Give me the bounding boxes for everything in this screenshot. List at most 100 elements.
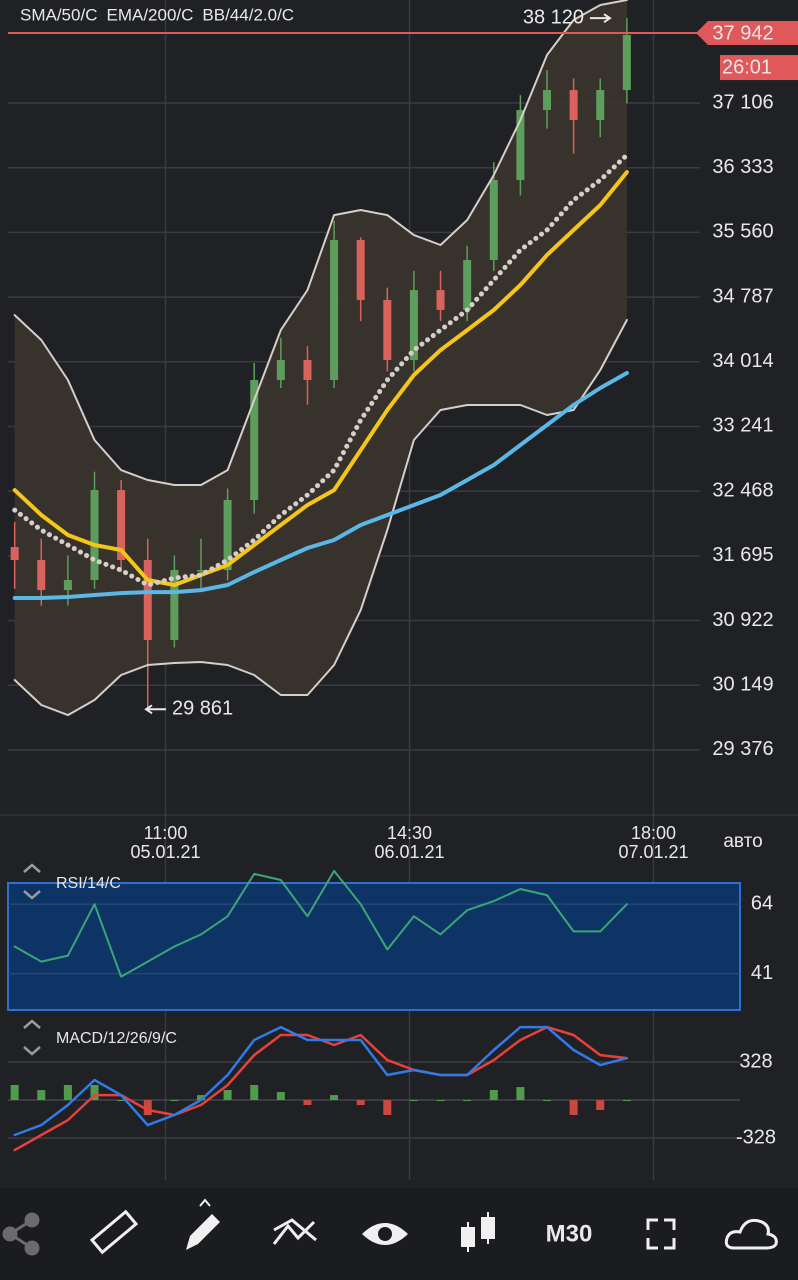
x-tick-label: 11:00 xyxy=(144,823,188,843)
candle-body xyxy=(489,180,498,261)
candle-body xyxy=(90,490,99,581)
histogram-bar xyxy=(569,1100,578,1115)
y-tick-label: 64 xyxy=(751,892,773,914)
histogram-bar xyxy=(516,1087,525,1101)
candle-body xyxy=(516,110,525,181)
panel-title: RSI/14/C xyxy=(56,875,121,892)
bb-upper xyxy=(13,0,628,486)
candle-body xyxy=(356,240,365,301)
legend-entry: SMA/50/C xyxy=(20,5,97,24)
histogram-bar xyxy=(409,1100,418,1102)
candle-body xyxy=(409,290,418,361)
candle-body xyxy=(250,380,259,501)
macd-line xyxy=(13,1025,629,1137)
x-tick-label: 07.01.21 xyxy=(618,842,688,862)
histogram-bar xyxy=(330,1095,339,1101)
high-label: 38 120 xyxy=(523,6,584,28)
last-price-label: 37 942 xyxy=(712,22,773,44)
histogram-bar xyxy=(383,1100,392,1115)
histogram-bar xyxy=(303,1100,312,1106)
candle-body xyxy=(170,570,179,641)
cloud-icon[interactable] xyxy=(724,1218,778,1250)
histogram-bar xyxy=(596,1100,605,1111)
candle-body xyxy=(37,560,46,591)
histogram-bar xyxy=(436,1100,445,1102)
candle-body xyxy=(196,570,205,572)
last-price-tag xyxy=(696,21,798,46)
histogram-bar xyxy=(63,1084,72,1101)
legend-entry: BB/44/2.0/C xyxy=(202,5,294,24)
x-tick-label: 06.01.21 xyxy=(374,842,444,862)
indicators-icon[interactable] xyxy=(272,1218,317,1245)
candle-body xyxy=(117,490,126,561)
candle-body xyxy=(543,90,552,111)
y-tick-label: 34 014 xyxy=(712,350,773,372)
histogram-bar xyxy=(250,1084,259,1101)
candle-body xyxy=(223,500,232,571)
candle-body xyxy=(276,360,285,381)
legend-entry: EMA/200/C xyxy=(106,5,193,24)
eye-icon[interactable] xyxy=(362,1223,408,1245)
y-tick-label: 41 xyxy=(751,962,773,984)
timeframe-button[interactable]: M30 xyxy=(546,1220,593,1247)
candle-body xyxy=(330,240,339,381)
y-tick-label: 37 106 xyxy=(712,91,773,113)
low-arrow xyxy=(144,704,166,715)
histogram-bar xyxy=(10,1084,19,1101)
histogram-bar xyxy=(543,1100,552,1102)
timer: 26:01 xyxy=(722,56,772,78)
histogram-bar xyxy=(223,1089,232,1101)
sma-line xyxy=(12,170,629,587)
candle-body xyxy=(436,290,445,310)
candle-body xyxy=(463,260,472,310)
histogram-bar xyxy=(196,1095,205,1101)
candle-body xyxy=(10,547,19,561)
y-tick-label: 328 xyxy=(739,1050,772,1072)
bb-lower xyxy=(13,319,628,717)
candle-body xyxy=(622,34,631,91)
histogram-bar xyxy=(622,1100,631,1102)
candle-body xyxy=(63,580,72,591)
y-tick-label: 31 695 xyxy=(712,544,773,566)
low-label: 29 861 xyxy=(172,698,233,720)
fullscreen-icon[interactable] xyxy=(646,1218,676,1250)
rsi-line xyxy=(13,869,628,978)
macd-chevrons[interactable] xyxy=(23,1019,41,1056)
bb-middle xyxy=(12,152,630,588)
chart-type-icon[interactable] xyxy=(461,1212,495,1252)
candle-body xyxy=(596,90,605,121)
candle-body xyxy=(143,560,152,641)
histogram-bar xyxy=(276,1092,285,1101)
histogram-bar xyxy=(117,1100,126,1102)
scale-mode: авто xyxy=(723,831,762,852)
candle-body xyxy=(383,300,392,361)
y-tick-label: 35 560 xyxy=(712,221,773,243)
rsi-chevrons[interactable] xyxy=(23,863,41,900)
ema-line xyxy=(12,371,629,600)
panel-title: MACD/12/26/9/C xyxy=(56,1030,177,1047)
candle-body xyxy=(569,90,578,121)
y-tick-label: 30 149 xyxy=(712,673,773,695)
y-tick-label: 33 241 xyxy=(712,415,773,437)
histogram-bar xyxy=(489,1089,498,1101)
rsi-band xyxy=(7,882,741,1011)
y-tick-label: 32 468 xyxy=(712,479,773,501)
bb-fill xyxy=(14,0,627,716)
histogram-bar xyxy=(463,1100,472,1102)
share-icon[interactable] xyxy=(2,1212,40,1256)
pencil-icon[interactable] xyxy=(186,1198,220,1250)
high-arrow xyxy=(590,13,612,23)
histogram-bar xyxy=(170,1100,179,1102)
histogram-bar xyxy=(143,1100,152,1116)
histogram-bar xyxy=(37,1090,46,1101)
x-tick-label: 14:30 xyxy=(387,823,432,843)
y-tick-label: 29 376 xyxy=(712,738,773,760)
y-tick-label: 34 787 xyxy=(712,285,773,307)
candle-body xyxy=(303,360,312,381)
histogram-bar xyxy=(90,1084,99,1101)
histogram-bar xyxy=(356,1100,365,1106)
ruler-icon[interactable] xyxy=(89,1209,139,1255)
